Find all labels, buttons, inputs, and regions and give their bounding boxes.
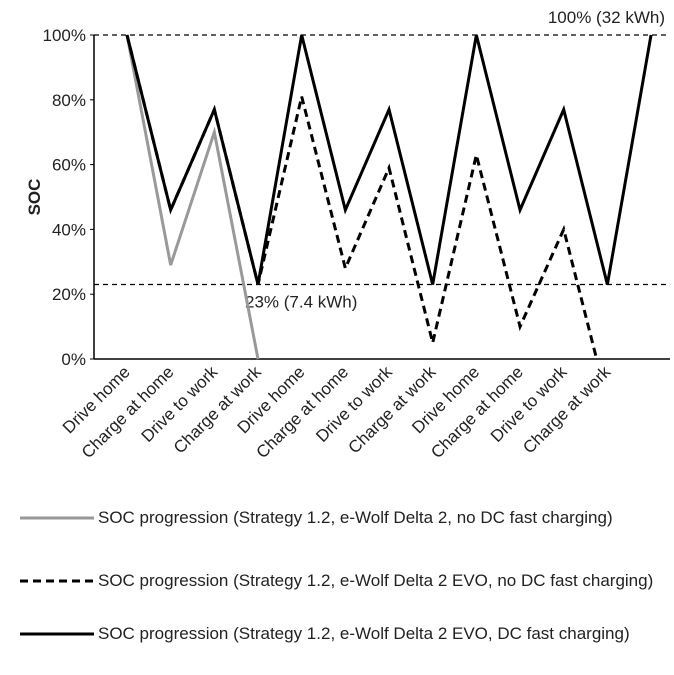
reference-label: 23% (7.4 kWh)	[245, 292, 357, 311]
legend-swatch	[20, 579, 94, 583]
legend-item: SOC progression (Strategy 1.2, e-Wolf De…	[20, 570, 670, 591]
y-tick-label: 40%	[52, 220, 86, 239]
legend-label: SOC progression (Strategy 1.2, e-Wolf De…	[98, 508, 613, 527]
y-tick-label: 60%	[52, 156, 86, 175]
reference-label: 100% (32 kWh)	[548, 8, 665, 27]
legend-item: SOC progression (Strategy 1.2, e-Wolf De…	[20, 507, 670, 528]
y-tick-label: 80%	[52, 91, 86, 110]
y-axis-label: SOC	[25, 179, 44, 216]
legend-item: SOC progression (Strategy 1.2, e-Wolf De…	[20, 623, 670, 644]
series-line	[125, 34, 653, 285]
legend-label: SOC progression (Strategy 1.2, e-Wolf De…	[98, 571, 654, 590]
series-line	[125, 34, 599, 360]
y-tick-label: 20%	[52, 285, 86, 304]
series-line	[125, 34, 260, 360]
chart: SOC 0% 20% 40% 60% 80% 100% 100% (32 kWh) 23% (…	[25, 8, 670, 462]
y-tick-label: 0%	[61, 350, 86, 369]
y-tick-label: 100%	[43, 26, 86, 45]
legend-swatch	[20, 632, 94, 636]
legend-label: SOC progression (Strategy 1.2, e-Wolf De…	[98, 624, 630, 643]
legend-swatch	[20, 516, 94, 520]
